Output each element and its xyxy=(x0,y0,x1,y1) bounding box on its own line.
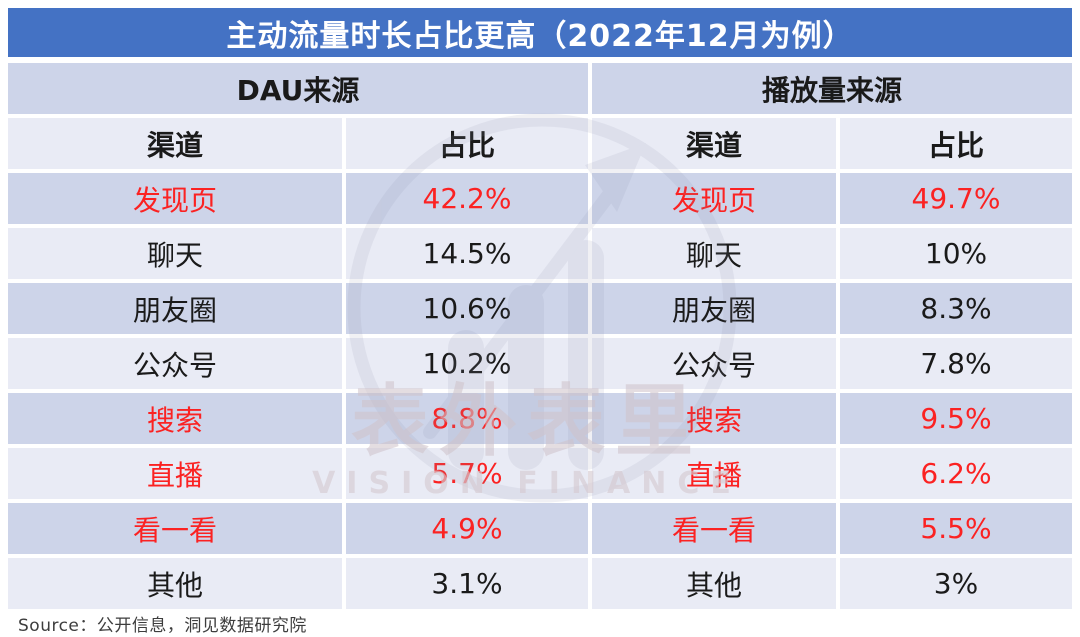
playback-value-cell: 3% xyxy=(840,558,1072,609)
dau-value-cell: 4.9% xyxy=(346,503,588,554)
playback-channel-cell: 聊天 xyxy=(592,228,836,279)
playback-value-cell: 10% xyxy=(840,228,1072,279)
dau-channel-cell: 直播 xyxy=(8,448,342,499)
section-header-dau: DAU来源 xyxy=(8,63,588,114)
playback-value-cell: 8.3% xyxy=(840,283,1072,334)
playback-channel-cell: 搜索 xyxy=(592,393,836,444)
dau-value-cell: 10.2% xyxy=(346,338,588,389)
dau-channel-cell: 搜索 xyxy=(8,393,342,444)
dau-value-cell: 10.6% xyxy=(346,283,588,334)
dau-channel-cell: 发现页 xyxy=(8,173,342,224)
playback-channel-cell: 看一看 xyxy=(592,503,836,554)
column-header-channel: 渠道 xyxy=(8,118,342,169)
column-header-share: 占比 xyxy=(840,118,1072,169)
figure-title: 主动流量时长占比更高（2022年12月为例） xyxy=(8,8,1072,57)
playback-value-cell: 49.7% xyxy=(840,173,1072,224)
source-note: Source：公开信息，洞见数据研究院 xyxy=(18,616,307,636)
section-header-playback: 播放量来源 xyxy=(592,63,1072,114)
column-header-share: 占比 xyxy=(346,118,588,169)
playback-channel-cell: 其他 xyxy=(592,558,836,609)
figure-title-text: 主动流量时长占比更高（2022年12月为例） xyxy=(226,18,854,54)
playback-channel-cell: 朋友圈 xyxy=(592,283,836,334)
playback-channel-cell: 公众号 xyxy=(592,338,836,389)
dau-value-cell: 8.8% xyxy=(346,393,588,444)
dau-value-cell: 14.5% xyxy=(346,228,588,279)
playback-value-cell: 5.5% xyxy=(840,503,1072,554)
playback-channel-cell: 直播 xyxy=(592,448,836,499)
playback-value-cell: 7.8% xyxy=(840,338,1072,389)
dau-channel-cell: 其他 xyxy=(8,558,342,609)
dau-channel-cell: 看一看 xyxy=(8,503,342,554)
playback-value-cell: 9.5% xyxy=(840,393,1072,444)
column-header-channel: 渠道 xyxy=(592,118,836,169)
playback-value-cell: 6.2% xyxy=(840,448,1072,499)
dau-channel-cell: 聊天 xyxy=(8,228,342,279)
dau-channel-cell: 公众号 xyxy=(8,338,342,389)
data-table: DAU来源 播放量来源 渠道 占比 渠道 占比 发现页 42.2% 发现页 49… xyxy=(8,63,1072,609)
playback-channel-cell: 发现页 xyxy=(592,173,836,224)
dau-channel-cell: 朋友圈 xyxy=(8,283,342,334)
dau-value-cell: 42.2% xyxy=(346,173,588,224)
dau-value-cell: 5.7% xyxy=(346,448,588,499)
dau-value-cell: 3.1% xyxy=(346,558,588,609)
